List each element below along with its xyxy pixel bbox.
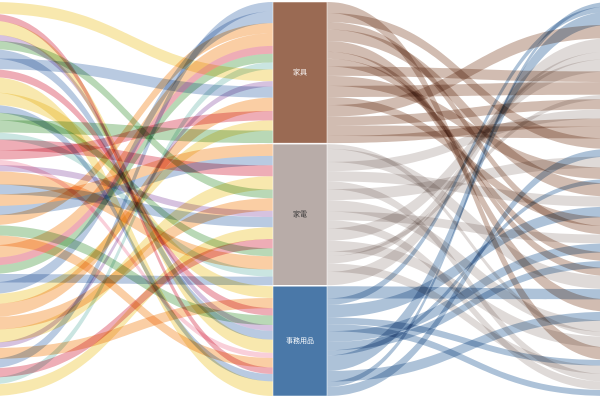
right-flow-ribbon <box>327 13 600 149</box>
left-ribbons <box>0 2 273 396</box>
right-flow-ribbon <box>327 156 600 201</box>
left-flow-ribbon <box>0 227 273 396</box>
right-flow-ribbon <box>327 109 600 172</box>
node-furniture[interactable] <box>272 1 328 144</box>
left-flow-ribbon <box>0 139 273 177</box>
node-appliances[interactable] <box>272 143 328 286</box>
node-office[interactable] <box>272 285 328 397</box>
right-flow-ribbon <box>327 59 600 241</box>
left-flow-ribbon <box>0 235 273 368</box>
right-flow-ribbon <box>327 261 600 351</box>
right-flow-ribbon <box>327 148 600 289</box>
right-flow-ribbon <box>327 263 600 374</box>
node-label-office: 事務用品 <box>286 336 314 345</box>
right-flow-ribbon <box>327 171 600 207</box>
right-flow-ribbon <box>327 311 600 382</box>
left-flow-ribbon <box>0 171 273 270</box>
left-flow-ribbon <box>0 2 273 82</box>
right-flow-ribbon <box>327 324 600 396</box>
right-ribbons <box>327 2 600 396</box>
right-flow-ribbon <box>327 317 600 366</box>
left-flow-ribbon <box>0 225 273 326</box>
node-label-furniture: 家具 <box>293 68 307 77</box>
node-label-appliances: 家電 <box>293 210 307 219</box>
right-flow-ribbon <box>327 243 600 342</box>
right-flow-ribbon <box>327 207 600 318</box>
right-flow-ribbon <box>327 99 600 126</box>
